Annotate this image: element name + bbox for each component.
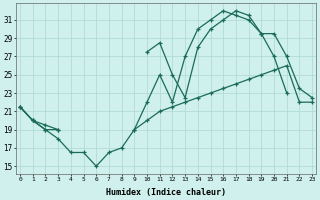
X-axis label: Humidex (Indice chaleur): Humidex (Indice chaleur) [106, 188, 226, 197]
